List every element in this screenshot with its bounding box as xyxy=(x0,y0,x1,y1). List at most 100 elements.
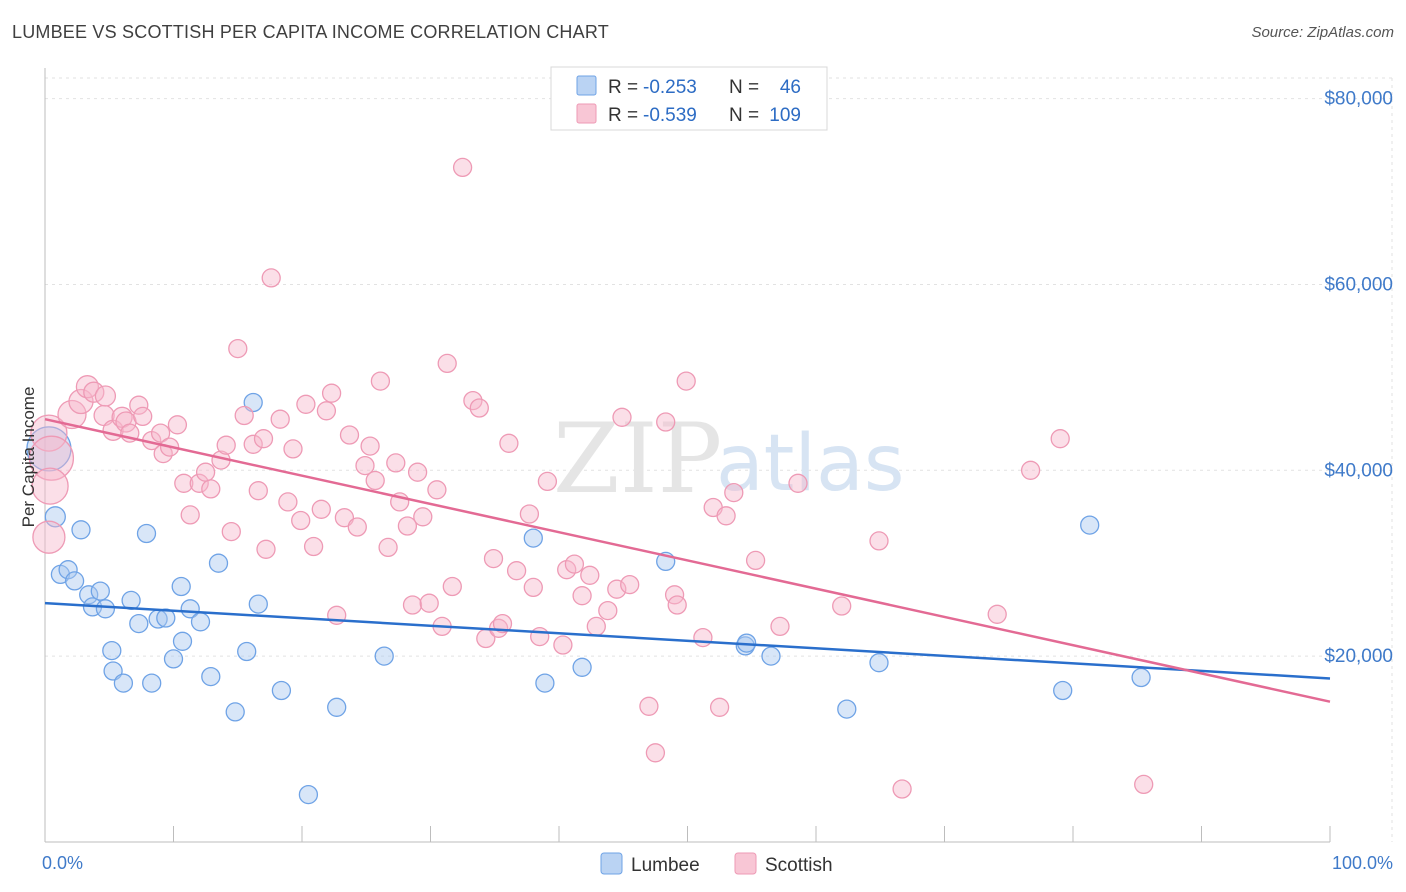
legend-swatch-lumbee xyxy=(576,75,597,96)
scottish-point-59 xyxy=(413,507,433,527)
lumbee-point-20 xyxy=(172,631,193,651)
scottish-point-96 xyxy=(709,697,730,717)
lumbee-point-33 xyxy=(374,646,394,666)
x-tick-label-max: 100.0% xyxy=(1332,853,1393,873)
scottish-point-89 xyxy=(645,743,666,763)
lumbee-point-4 xyxy=(64,571,85,591)
lumbee-point-19 xyxy=(163,649,184,669)
scottish-point-40 xyxy=(296,394,316,414)
scottish-point-27 xyxy=(216,435,236,455)
scottish-point-51 xyxy=(365,470,385,491)
scottish-point-108 xyxy=(1134,774,1154,795)
scottish-point-22 xyxy=(180,505,200,525)
legend-n-label-scottish: N = xyxy=(729,105,759,126)
scottish-point-100 xyxy=(770,616,790,637)
lumbee-point-31 xyxy=(298,784,319,805)
legend-swatch-scottish xyxy=(576,103,597,124)
scottish-point-78 xyxy=(553,635,573,655)
lumbee-point-5 xyxy=(71,520,91,540)
grid-lines xyxy=(45,77,1393,842)
scottish-point-33 xyxy=(253,429,274,449)
lumbee-point-34 xyxy=(523,528,543,548)
lumbee-point-41 xyxy=(837,699,857,719)
lumbee-point-9 xyxy=(95,599,116,619)
scottish-point-5 xyxy=(68,388,94,415)
scottish-point-3 xyxy=(32,520,66,554)
scottish-point-9 xyxy=(94,385,117,407)
lumbee-point-43 xyxy=(1053,680,1073,701)
scottish-point-4 xyxy=(57,399,87,430)
scottish-point-47 xyxy=(339,425,360,445)
scottish-point-63 xyxy=(437,353,457,374)
watermark-zip: ZIP xyxy=(553,403,722,515)
lumbee-point-3 xyxy=(58,560,78,580)
lumbee-point-14 xyxy=(129,613,149,634)
scottish-point-65 xyxy=(452,157,473,178)
scottish-point-80 xyxy=(564,554,585,574)
lumbee-point-12 xyxy=(113,673,134,693)
lumbee-point-21 xyxy=(171,576,191,597)
scottish-point-29 xyxy=(228,338,248,359)
legend-box xyxy=(550,66,828,131)
scottish-point-52 xyxy=(370,371,391,391)
scottish-point-99 xyxy=(745,550,766,571)
y-tick-label-1: $40,000 xyxy=(1324,460,1393,481)
lumbee-point-35 xyxy=(535,673,555,693)
y-axis-label: Per Capita Income xyxy=(19,387,38,528)
scottish-point-6 xyxy=(75,375,100,399)
y-tick-label-3: $80,000 xyxy=(1324,89,1393,110)
scottish-point-49 xyxy=(355,455,375,476)
scottish-point-64 xyxy=(442,576,462,597)
scottish-point-24 xyxy=(195,462,216,482)
scottish-point-87 xyxy=(620,574,640,595)
scottish-point-48 xyxy=(347,517,367,537)
bottom-legend-swatch-lumbee xyxy=(600,852,623,875)
scottish-point-17 xyxy=(150,423,171,443)
scottish-point-101 xyxy=(788,473,808,493)
lumbee-point-45 xyxy=(1131,667,1151,688)
lumbee-point-26 xyxy=(225,702,245,722)
scottish-point-2 xyxy=(31,467,69,505)
scottish-point-61 xyxy=(427,480,447,500)
lumbee-point-23 xyxy=(190,612,211,632)
scottish-point-31 xyxy=(243,434,263,454)
scottish-point-75 xyxy=(523,577,543,598)
series-legend: Lumbee Scottish xyxy=(600,852,833,876)
scottish-point-1 xyxy=(28,435,75,481)
lumbee-point-24 xyxy=(201,666,221,687)
legend-n-value-lumbee: 46 xyxy=(780,77,801,98)
lumbee-point-18 xyxy=(156,608,176,628)
lumbee-point-6 xyxy=(79,585,99,605)
scottish-point-104 xyxy=(892,779,912,799)
lumbee-point-15 xyxy=(136,523,157,544)
scottish-point-93 xyxy=(676,371,696,391)
legend-r-value-lumbee: -0.253 xyxy=(643,77,697,98)
lumbee-point-42 xyxy=(869,653,889,673)
legend-r-value-scottish: -0.539 xyxy=(643,105,697,126)
scottish-point-69 xyxy=(483,548,504,569)
scottish-point-76 xyxy=(530,626,550,647)
scottish-point-42 xyxy=(311,499,331,519)
scottish-point-71 xyxy=(492,613,513,634)
scottish-point-60 xyxy=(419,593,439,613)
lumbee-point-29 xyxy=(248,594,268,614)
legend-r-label-lumbee: R = xyxy=(608,77,638,98)
bottom-legend-swatch-scottish xyxy=(734,852,757,875)
lumbee-point-22 xyxy=(180,599,200,619)
scottish-point-46 xyxy=(334,508,355,528)
scottish-point-84 xyxy=(598,600,618,621)
scottish-point-39 xyxy=(291,510,311,531)
scottish-point-21 xyxy=(174,473,194,493)
scottish-point-54 xyxy=(386,453,406,473)
scottish-point-94 xyxy=(693,627,713,648)
scottish-point-15 xyxy=(133,406,153,427)
lumbee-point-8 xyxy=(90,581,110,601)
legend-n-value-scottish: 109 xyxy=(769,105,801,126)
scottish-point-107 xyxy=(1050,429,1070,449)
scottish-point-7 xyxy=(83,381,105,403)
scottish-point-0 xyxy=(30,414,68,452)
scottish-point-105 xyxy=(987,604,1007,624)
scottish-point-25 xyxy=(201,479,221,499)
lumbee-point-40 xyxy=(761,646,781,666)
